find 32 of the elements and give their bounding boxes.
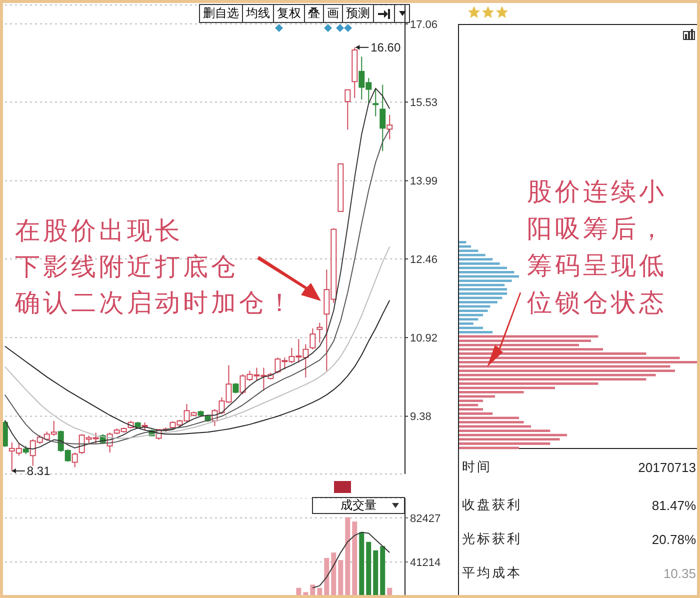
annotation: 确认二次启动时加仓！: [15, 287, 295, 319]
category-label: 平均成本: [462, 565, 522, 583]
category-label: 时间: [462, 459, 492, 477]
category-label: 叠: [304, 4, 323, 23]
category-label: 画: [323, 4, 342, 23]
y-tick-label: 15.53: [410, 96, 438, 109]
annotation: 位锁仓状态: [527, 287, 667, 319]
category-label: 均线: [242, 4, 273, 23]
text: 股价连续小: [527, 176, 667, 208]
annotation: 16.60: [370, 40, 401, 54]
category-label: 删自选: [199, 4, 242, 23]
y-tick-label: 17.06: [410, 18, 438, 31]
annotation: 筹码呈现低: [527, 250, 667, 282]
category-label: 收盘获利: [462, 497, 522, 515]
category-label: 光标获利: [462, 531, 522, 549]
text: 20.78%: [652, 532, 696, 547]
text: 20170713: [638, 460, 696, 475]
text: 81.47%: [652, 498, 696, 513]
category-label: 复权: [273, 4, 304, 23]
annotation: 阳吸筹后，: [527, 213, 667, 245]
category-label: 预测: [342, 4, 373, 23]
y-tick-label: 10.92: [410, 332, 438, 344]
dropdown-field: 成交量: [312, 497, 405, 514]
annotation: 在股价出现长: [15, 215, 183, 247]
text: 10.35: [663, 566, 696, 581]
y-tick-label: 9.38: [410, 411, 432, 424]
annotation: 8.31: [26, 464, 51, 478]
y-tick-label: 12.46: [410, 254, 438, 266]
y-tick-label: 41214: [410, 556, 441, 569]
annotation: 下影线附近打底仓: [15, 251, 239, 283]
y-tick-label: 13.99: [410, 176, 438, 188]
y-tick-label: 82427: [410, 512, 441, 525]
